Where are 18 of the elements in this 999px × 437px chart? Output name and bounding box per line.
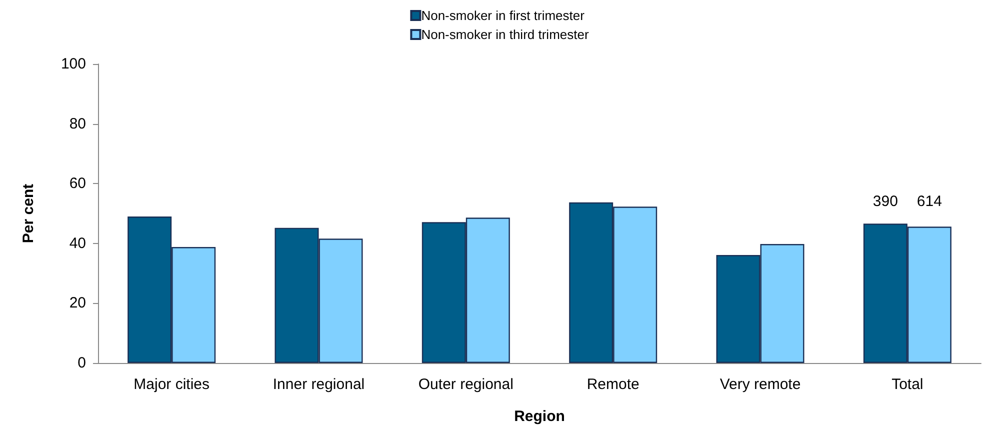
y-tick-label: 60 <box>69 175 86 192</box>
x-tick-label: Major cities <box>134 376 210 393</box>
x-tick-label: Outer regional <box>418 376 514 393</box>
annotation: 614 <box>916 193 942 210</box>
y-tick-label: 0 <box>78 354 86 372</box>
x-tick-label: Total <box>892 376 924 393</box>
y-tick-label: 80 <box>69 115 86 132</box>
x-tick-label: Remote <box>586 376 640 393</box>
x-tick-label: Very remote <box>720 376 801 393</box>
x-tick-label: Inner regional <box>272 376 365 393</box>
annotation: 390 <box>872 193 898 210</box>
legend-label: Non-smoker in third trimester <box>421 27 590 42</box>
y-tick-label: 100 <box>60 56 86 72</box>
y-tick-label: 40 <box>69 234 86 252</box>
y-tick-label: 20 <box>69 294 86 312</box>
legend-label: Non-smoker in first trimester <box>421 8 586 23</box>
y-axis-title: Per cent <box>20 184 37 244</box>
x-axis-title: Region <box>514 408 565 425</box>
